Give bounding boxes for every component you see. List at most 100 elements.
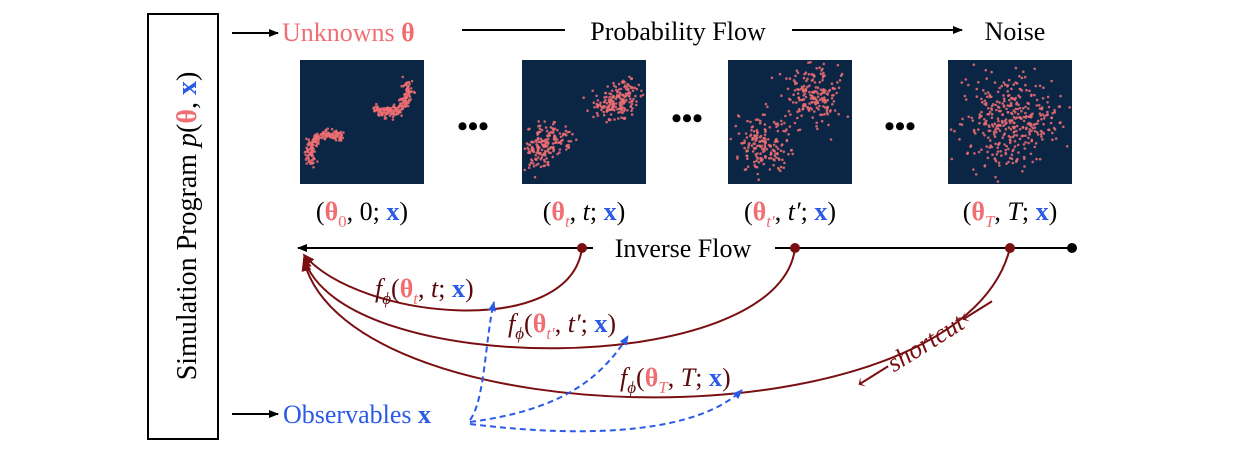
scatter-dot — [553, 121, 557, 124]
scatter-dot — [1045, 113, 1049, 117]
scatter-dot — [633, 86, 637, 90]
scatter-dot — [536, 137, 540, 141]
scatter-dot — [1034, 142, 1038, 145]
scatter-dot — [372, 106, 376, 110]
scatter-dot — [760, 157, 763, 160]
scatter-dot — [312, 166, 315, 169]
scatter-dot — [743, 141, 746, 144]
scatter-dot — [817, 108, 820, 111]
scatter-dot — [796, 116, 799, 120]
scatter-dot — [567, 143, 570, 147]
scatter-dot — [791, 152, 794, 156]
scatter-dot — [989, 95, 993, 99]
scatter-dot — [1012, 109, 1015, 112]
scatter-dot — [535, 140, 538, 143]
scatter-dot — [994, 142, 997, 146]
scatter-dot — [752, 130, 756, 133]
scatter-dot — [620, 116, 623, 119]
scatter-dot — [810, 94, 814, 97]
scatter-dot — [377, 114, 381, 117]
scatter-dot — [789, 113, 792, 116]
scatter-dot — [800, 98, 803, 102]
scatter-dot — [1038, 157, 1042, 161]
scatter-dot — [396, 112, 400, 116]
scatter-dot — [795, 69, 799, 72]
scatter-dot — [978, 114, 982, 118]
scatter-panel-theta-T — [948, 60, 1072, 184]
scatter-dot — [740, 142, 743, 145]
scatter-dot — [998, 101, 1001, 104]
scatter-dot — [980, 148, 983, 151]
scatter-dot — [596, 103, 599, 107]
scatter-dot — [807, 61, 810, 64]
scatter-dot — [536, 132, 540, 136]
scatter-dot — [313, 140, 317, 143]
scatter-dot — [623, 85, 626, 89]
scatter-dot — [1033, 67, 1036, 71]
state-label-0: (θ0, 0; x) — [316, 197, 408, 231]
scatter-dot — [1035, 98, 1039, 102]
scatter-dot — [546, 161, 550, 164]
scatter-dot — [1024, 83, 1027, 87]
scatter-dot — [1002, 133, 1006, 137]
scatter-dot — [772, 158, 775, 161]
scatter-dot — [995, 153, 999, 156]
scatter-dot — [551, 155, 555, 159]
scatter-dot — [1031, 160, 1034, 164]
scatter-dot — [792, 79, 796, 82]
scatter-dot — [736, 157, 739, 160]
scatter-dot — [380, 113, 384, 117]
scatter-dot — [382, 109, 386, 112]
scatter-dot — [637, 83, 641, 87]
scatter-dot — [1014, 107, 1018, 111]
scatter-dot — [757, 161, 761, 164]
scatter-dot — [326, 127, 330, 130]
scatter-dot — [769, 151, 773, 154]
scatter-dot — [630, 85, 633, 89]
scatter-dot — [801, 105, 805, 108]
scatter-dot — [631, 89, 635, 92]
scatter-dot — [1001, 102, 1004, 105]
scatter-dot — [983, 134, 986, 137]
scatter-dot — [984, 92, 987, 95]
scatter-dot — [821, 67, 824, 71]
scatter-dot — [532, 147, 535, 151]
scatter-dot — [785, 77, 788, 80]
scatter-dot — [558, 148, 562, 151]
scatter-dot — [758, 140, 762, 143]
scatter-dot — [623, 116, 627, 120]
scatter-dot — [826, 105, 829, 109]
scatter-dot — [993, 81, 997, 84]
scatter-dot — [782, 129, 785, 133]
scatter-dot — [534, 157, 537, 161]
scatter-dot — [760, 144, 763, 148]
scatter-dot — [1000, 84, 1003, 88]
scatter-dot — [401, 97, 404, 101]
scatter-dot — [527, 166, 531, 169]
scatter-dot — [793, 121, 797, 125]
scatter-dot — [403, 93, 406, 96]
scatter-dot — [403, 83, 407, 87]
scatter-dot — [798, 128, 802, 131]
scatter-dot — [616, 108, 619, 111]
scatter-dot — [1047, 128, 1050, 132]
scatter-dot — [819, 93, 822, 96]
state-label-t-prime: (θt′, t′; x) — [744, 197, 836, 231]
scatter-dot — [998, 109, 1001, 113]
scatter-dot — [752, 146, 756, 150]
scatter-dot — [958, 138, 961, 141]
scatter-dot — [373, 109, 376, 113]
scatter-dot — [532, 150, 536, 153]
scatter-dot — [379, 109, 383, 113]
scatter-dot — [1027, 115, 1031, 118]
scatter-dot — [410, 79, 414, 83]
scatter-dot — [743, 146, 746, 150]
scatter-dot — [983, 164, 987, 167]
scatter-dot — [1005, 121, 1008, 124]
scatter-dot — [992, 133, 996, 136]
scatter-dot — [793, 89, 797, 92]
scatter-dot — [737, 115, 741, 118]
scatter-dot — [747, 146, 750, 149]
scatter-dot — [391, 118, 395, 121]
scatter-dot — [1007, 147, 1010, 151]
